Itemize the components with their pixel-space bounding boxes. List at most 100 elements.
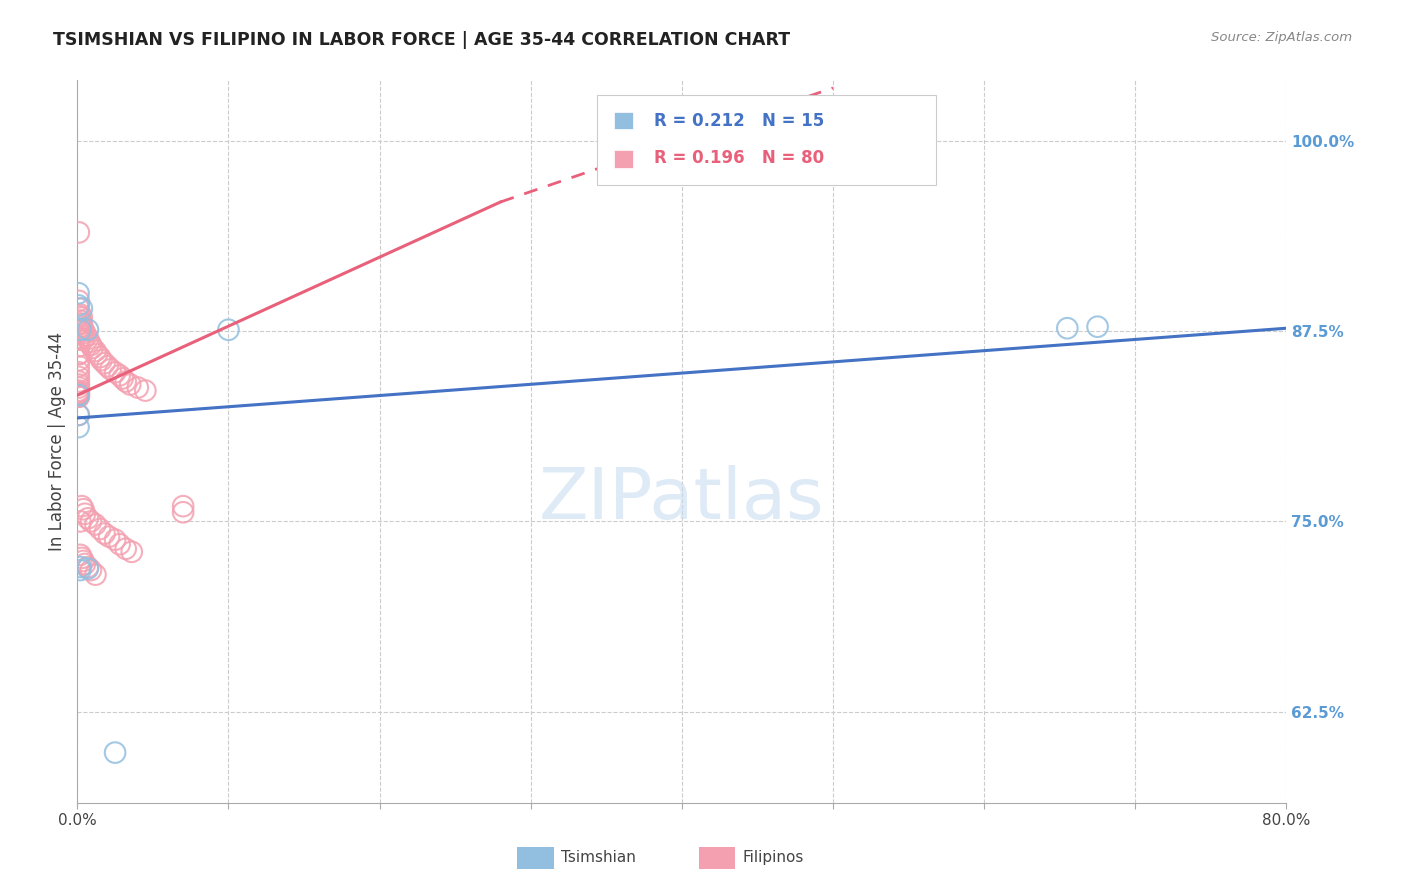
FancyBboxPatch shape <box>614 112 633 129</box>
Point <box>90 353 112 368</box>
Point <box>120 377 142 392</box>
Point <box>69 560 91 574</box>
Point <box>69 563 91 577</box>
Point <box>104 365 127 379</box>
Point <box>67 324 90 338</box>
Point <box>77 332 100 346</box>
Text: Source: ZipAtlas.com: Source: ZipAtlas.com <box>1212 31 1353 45</box>
Point <box>100 362 122 376</box>
Point <box>72 323 94 337</box>
Point <box>67 388 90 402</box>
Point <box>114 541 136 556</box>
Point <box>67 386 90 401</box>
Point <box>67 375 90 389</box>
FancyBboxPatch shape <box>517 847 554 869</box>
Point <box>70 317 93 331</box>
Point <box>70 301 93 316</box>
Point <box>67 365 90 379</box>
FancyBboxPatch shape <box>598 95 936 185</box>
Point <box>69 323 91 337</box>
Text: Filipinos: Filipinos <box>742 850 804 865</box>
Point <box>67 386 90 401</box>
Point <box>70 324 93 338</box>
Point <box>1087 319 1109 334</box>
Point <box>67 332 90 346</box>
Point <box>67 408 90 422</box>
Point <box>114 375 136 389</box>
Point <box>75 328 97 343</box>
Text: ZIPatlas: ZIPatlas <box>538 465 825 533</box>
Point <box>69 515 91 529</box>
Point <box>67 370 90 384</box>
Point <box>86 347 108 361</box>
Point <box>67 298 90 312</box>
Point <box>1056 321 1078 335</box>
Point <box>69 319 91 334</box>
Point <box>73 507 96 521</box>
FancyBboxPatch shape <box>614 151 633 168</box>
Point <box>77 511 100 525</box>
Point <box>67 388 90 402</box>
Point <box>84 567 107 582</box>
Point <box>67 347 90 361</box>
Point <box>69 332 91 346</box>
Point <box>127 380 149 394</box>
Point <box>67 359 90 374</box>
FancyBboxPatch shape <box>699 847 735 869</box>
Point <box>73 557 96 571</box>
Point <box>67 377 90 392</box>
Point <box>108 368 131 383</box>
Point <box>80 515 103 529</box>
Point <box>70 550 93 565</box>
Point <box>72 332 94 346</box>
Point <box>134 384 156 398</box>
Point <box>70 499 93 513</box>
Point <box>67 293 90 308</box>
Point <box>67 286 90 301</box>
Point <box>77 560 100 574</box>
Point <box>69 308 91 322</box>
Point <box>67 390 90 404</box>
Point <box>67 347 90 361</box>
Point <box>111 371 134 385</box>
Point <box>98 530 121 544</box>
Text: R = 0.212   N = 15: R = 0.212 N = 15 <box>654 112 824 129</box>
Point <box>67 420 90 434</box>
Text: R = 0.196   N = 80: R = 0.196 N = 80 <box>654 149 824 168</box>
Point <box>67 408 90 422</box>
Point <box>73 326 96 340</box>
Point <box>79 334 101 349</box>
Point <box>108 537 131 551</box>
Point <box>172 499 194 513</box>
Point <box>67 353 90 368</box>
Point <box>72 502 94 516</box>
Point <box>69 548 91 562</box>
Point <box>84 517 107 532</box>
Point <box>80 563 103 577</box>
Point <box>67 309 90 323</box>
Point <box>104 746 127 760</box>
Point <box>72 554 94 568</box>
Point <box>77 561 100 575</box>
Point <box>93 356 115 370</box>
Point <box>67 301 90 316</box>
Point <box>93 526 115 541</box>
Y-axis label: In Labor Force | Age 35-44: In Labor Force | Age 35-44 <box>48 332 66 551</box>
Point <box>89 522 111 536</box>
Point <box>82 341 104 355</box>
Point <box>67 226 90 240</box>
Point <box>218 323 240 337</box>
Point <box>67 390 90 404</box>
Point <box>67 386 90 401</box>
Point <box>67 380 90 394</box>
Point <box>67 388 90 402</box>
Point <box>67 317 90 331</box>
Point <box>77 323 100 337</box>
Point <box>104 533 127 547</box>
Point <box>172 505 194 519</box>
Point <box>121 545 143 559</box>
Point <box>67 339 90 353</box>
Text: TSIMSHIAN VS FILIPINO IN LABOR FORCE | AGE 35-44 CORRELATION CHART: TSIMSHIAN VS FILIPINO IN LABOR FORCE | A… <box>53 31 790 49</box>
Point <box>70 310 93 325</box>
Point <box>67 385 90 400</box>
